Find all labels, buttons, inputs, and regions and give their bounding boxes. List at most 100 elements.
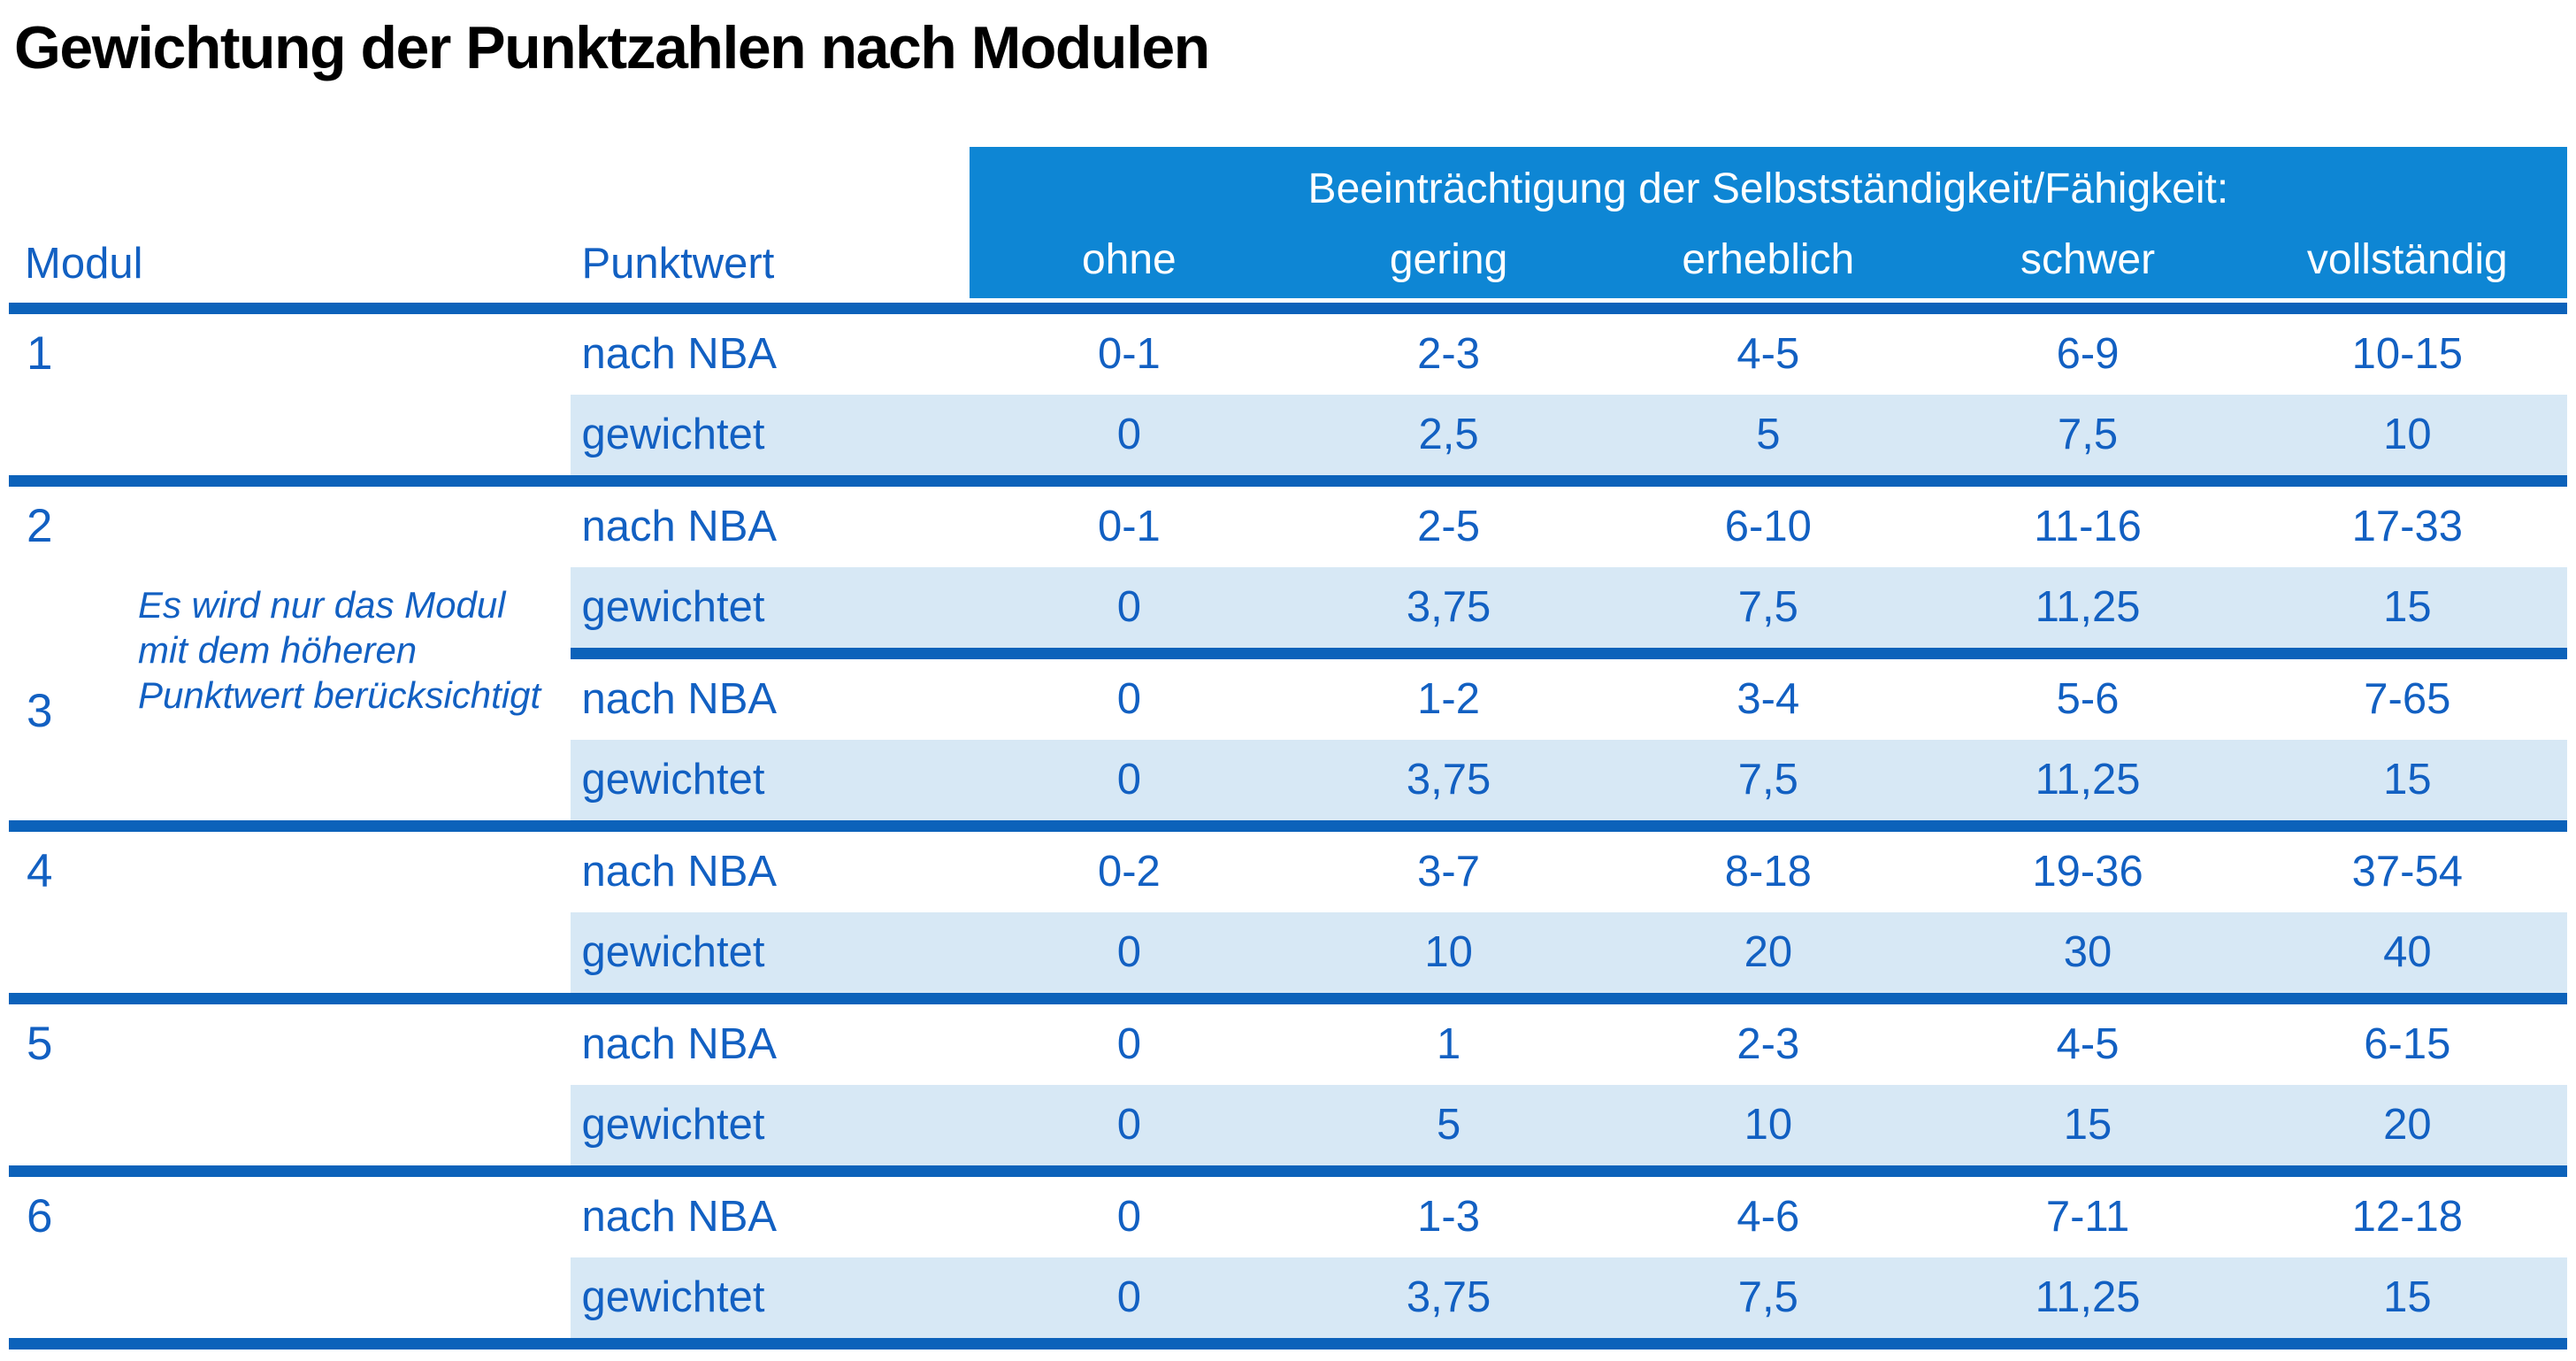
separator-line (9, 1165, 2567, 1177)
value-cell: 15 (2247, 566, 2567, 648)
header-spacer (9, 147, 970, 232)
value-cell: 2-5 (1417, 503, 1480, 551)
value-cell: 3-7 (1417, 848, 1480, 896)
value-cell: 5 (1288, 1084, 1609, 1165)
row-label: nach NBA (581, 503, 778, 551)
header-group-row: Beeinträchtigung der Selbstständigkeit/F… (9, 146, 2567, 232)
impairment-group-header: Beeinträchtigung der Selbstständigkeit/F… (969, 146, 2567, 232)
separator-line (9, 819, 2567, 832)
value-cell: 4-5 (2056, 1020, 2120, 1069)
row-label: gewichtet (571, 739, 970, 820)
value-cell: 7,5 (1608, 566, 1928, 648)
module-number-cell: 4 (9, 831, 571, 993)
value-cell: 0 (1116, 1020, 1141, 1069)
value-cell: 10 (1608, 1084, 1928, 1165)
table-body: 1 nach NBA 0-1 2-3 4-5 6-9 10-15 gewicht… (9, 302, 2567, 1349)
column-header-punktwert: Punktwert (581, 239, 775, 288)
table-row: gewichtet 0 3,75 7,5 11,25 15 (9, 739, 2567, 820)
separator-line (9, 1337, 2567, 1349)
value-cell: 2-3 (1417, 330, 1480, 379)
table-row: 2 Es wird nur das Modul mit dem höheren … (9, 486, 2567, 820)
value-cell: 0 (969, 911, 1289, 993)
value-cell: 0 (969, 739, 1289, 820)
module-number-cell: 1 (9, 313, 571, 475)
row-label: nach NBA (581, 1193, 778, 1242)
module-number: 5 (27, 1017, 53, 1070)
value-cell: 40 (2247, 911, 2567, 993)
row-label: gewichtet (571, 394, 970, 475)
module-number-cell: 6 (9, 1176, 571, 1338)
table-row: 4 nach NBA 0-2 3-7 8-18 19-36 37-54 (9, 831, 2567, 993)
value-cell: 3,75 (1288, 739, 1609, 820)
value-cell: 10 (2247, 394, 2567, 475)
value-cell: 0 (969, 1084, 1289, 1165)
value-cell: 11,25 (1928, 566, 2248, 648)
table-header: Beeinträchtigung der Selbstständigkeit/F… (9, 146, 2567, 303)
separator-line (9, 474, 2567, 487)
value-cell: 37-54 (2351, 848, 2463, 896)
value-cell: 15 (2247, 1257, 2567, 1338)
row-label: nach NBA (581, 330, 778, 379)
value-cell: 0 (1116, 675, 1141, 724)
value-cell: 6-15 (2364, 1020, 2451, 1069)
row-label: gewichtet (571, 1084, 970, 1165)
value-cell: 7,5 (1608, 1257, 1928, 1338)
value-cell: 0-1 (1097, 330, 1161, 379)
value-cell: 7-11 (2045, 1193, 2130, 1242)
separator-line (9, 992, 2567, 1004)
row-label: gewichtet (571, 911, 970, 993)
value-cell: 2-3 (1736, 1020, 1800, 1069)
value-cell: 20 (2247, 1084, 2567, 1165)
module-number: 4 (27, 844, 53, 897)
column-header-modul: Modul (25, 239, 143, 288)
module-number: 1 (27, 327, 53, 380)
table-row: gewichtet 0 3,75 7,5 11,25 15 (9, 566, 2567, 648)
table-row: gewichtet 0 10 20 30 40 (9, 911, 2567, 993)
value-cell: 0-2 (1097, 848, 1161, 896)
row-label: nach NBA (581, 848, 778, 896)
value-cell: 0 (969, 1257, 1289, 1338)
row-label: gewichtet (571, 1257, 970, 1338)
table-row: 5 nach NBA 0 1 2-3 4-5 6-15 (9, 1003, 2567, 1165)
value-cell: 11,25 (1928, 1257, 2248, 1338)
value-cell: 0 (1116, 1193, 1141, 1242)
value-cell: 6-9 (2056, 330, 2120, 379)
module-number-cell: 2 Es wird nur das Modul mit dem höheren … (9, 486, 571, 820)
table-row: nach NBA 0 1-2 3-4 5-6 7-65 (9, 659, 2567, 740)
module-number-cell: 5 (9, 1003, 571, 1165)
value-cell: 17-33 (2351, 503, 2463, 551)
column-header-vollstaendig: vollständig (2247, 231, 2567, 303)
column-header-erheblich: erheblich (1608, 231, 1928, 303)
value-cell: 6-10 (1724, 503, 1812, 551)
value-cell: 10-15 (2351, 330, 2463, 379)
value-cell: 5 (1608, 394, 1928, 475)
page-title: Gewichtung der Punktzahlen nach Modulen (14, 14, 1210, 81)
value-cell: 2,5 (1288, 394, 1609, 475)
value-cell: 11,25 (1928, 739, 2248, 820)
value-cell: 0 (969, 566, 1289, 648)
value-cell: 1-2 (1417, 675, 1480, 724)
value-cell: 15 (1928, 1084, 2248, 1165)
module-2-3-note: Es wird nur das Modul mit dem höheren Pu… (138, 583, 541, 717)
value-cell: 3,75 (1288, 566, 1609, 648)
value-cell: 1 (1436, 1020, 1461, 1069)
header-columns-row: Modul Punktwert ohne gering erheblich sc… (9, 231, 2567, 303)
value-cell: 30 (1928, 911, 2248, 993)
value-cell: 7-65 (2364, 675, 2451, 724)
table-row: gewichtet 0 3,75 7,5 11,25 15 (9, 1257, 2567, 1338)
column-header-schwer: schwer (1928, 231, 2248, 303)
weighting-table: Beeinträchtigung der Selbstständigkeit/F… (9, 146, 2567, 1349)
value-cell: 8-18 (1724, 848, 1812, 896)
value-cell: 3,75 (1288, 1257, 1609, 1338)
value-cell: 10 (1288, 911, 1609, 993)
column-header-gering: gering (1288, 231, 1609, 303)
value-cell: 0-1 (1097, 503, 1161, 551)
value-cell: 1-3 (1417, 1193, 1480, 1242)
value-cell: 3-4 (1736, 675, 1800, 724)
value-cell: 7,5 (1608, 739, 1928, 820)
module-number: 2 (27, 499, 53, 552)
value-cell: 19-36 (2032, 848, 2143, 896)
table-row: gewichtet 0 5 10 15 20 (9, 1084, 2567, 1165)
table-row: 1 nach NBA 0-1 2-3 4-5 6-9 10-15 (9, 313, 2567, 475)
